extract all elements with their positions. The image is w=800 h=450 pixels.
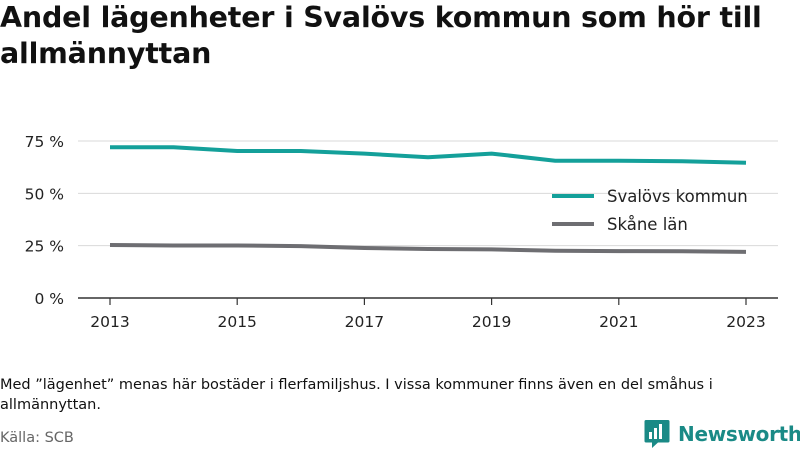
x-tick-label: 2013 [90, 313, 129, 331]
brand-name: Newsworthy [678, 422, 800, 446]
line-chart: 0 %25 %50 %75 %2013 2015 2017 2019 2021 2023 … [25, 133, 778, 331]
x-tick-label: 2021 [599, 313, 638, 331]
newsworthy-logo-icon [644, 420, 670, 448]
axes: 0 % 25 % 50 % 75 % 2013 2015 2017 2019 2021 2023 [25, 133, 778, 331]
x-tick-label: 2015 [217, 313, 256, 331]
series-lines [109, 145, 747, 254]
series-line [110, 145, 747, 165]
brand-logo[interactable]: Newsworthy [644, 419, 800, 449]
chart-title: Andel lägenheter i Svalövs kommun som hö… [0, 1, 762, 70]
legend-label: Skåne län [607, 215, 688, 234]
x-tick-label: 2019 [472, 313, 511, 331]
source-label: Källa: SCB [0, 430, 74, 446]
x-tick-label: 2023 [726, 313, 765, 331]
legend: Svalövs kommun Skåne län [552, 187, 748, 234]
x-tick-label: 2017 [345, 313, 384, 331]
chart-note: Med ”lägenhet” menas här bostäder i fler… [0, 377, 713, 413]
y-tick-label: 0 % [34, 290, 64, 308]
y-tick-label: 75 % [25, 133, 64, 151]
y-tick-label: 25 % [25, 238, 64, 256]
legend-label: Svalövs kommun [607, 187, 748, 206]
series-line [109, 243, 747, 254]
y-tick-label: 50 % [25, 185, 64, 203]
